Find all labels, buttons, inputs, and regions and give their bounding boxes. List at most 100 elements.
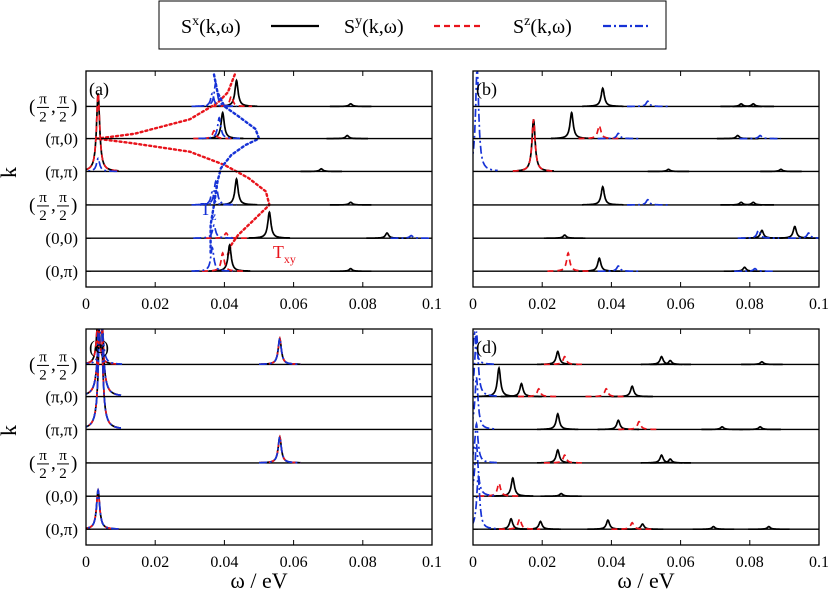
peak-sx [329, 267, 372, 273]
y-axis-label: k [0, 167, 21, 178]
peak-sz [739, 134, 781, 140]
peak-sz [191, 190, 233, 206]
peak-sx [720, 201, 762, 206]
frac-den: 2 [59, 109, 67, 125]
x-tick-label: 0.06 [667, 554, 695, 571]
peak-sy [578, 124, 620, 140]
plot-area [473, 71, 819, 273]
peak-sy [86, 93, 119, 172]
peak-sx [732, 201, 774, 206]
panel-b: 0 0.02 0.04 0.06 0.08 0.1 (b) [469, 70, 829, 313]
peak-sx [248, 210, 291, 239]
x-tick-label: 0 [82, 554, 90, 571]
peak-sy [611, 521, 653, 531]
legend-entry-x: Sx(k,ω) [181, 14, 319, 38]
peak-sx [701, 425, 743, 431]
peak-sy [585, 387, 627, 398]
frac-den: 2 [39, 208, 47, 224]
peak-sx [723, 266, 766, 273]
x-tick-label: 0.1 [422, 554, 442, 571]
peak-sz [390, 234, 432, 240]
peak-sz [259, 336, 301, 366]
row-5 [473, 473, 819, 531]
peak-sy [618, 420, 660, 431]
panel-frame [472, 328, 820, 546]
legend: Sx(k,ω) Sy(k,ω) Sz(k,ω) [158, 0, 667, 50]
row-label-text: (0,0) [45, 487, 78, 506]
peak-sz [86, 329, 123, 365]
frac-num: π [39, 91, 47, 107]
x-axis-label-left: ω / eV [230, 568, 287, 593]
peak-sy [259, 434, 301, 464]
x-tick-label: 0.06 [667, 296, 695, 313]
peak-sx [512, 119, 554, 172]
peak-sy [543, 355, 586, 366]
peak-sx [647, 168, 690, 173]
peak-sx [537, 350, 579, 366]
peak-sy [543, 454, 586, 464]
annotation-z: Tz [200, 199, 216, 223]
paren: ) [71, 453, 77, 474]
panel-frame [85, 328, 433, 546]
row-3 [473, 185, 819, 206]
peak-sx [329, 102, 372, 108]
peak-sx [326, 134, 368, 140]
peak-sz [787, 232, 819, 239]
peak-sz [198, 116, 240, 140]
peak-sz [473, 71, 498, 172]
peak-sx [760, 168, 802, 173]
frac-den: 2 [59, 466, 67, 482]
peak-sy [205, 232, 247, 239]
row-0 [473, 330, 819, 366]
row-label: (π,0) [45, 130, 78, 149]
row-label: (π,π) [45, 420, 78, 439]
row-label-text: (0,π) [45, 262, 78, 281]
peak-sx [519, 520, 561, 531]
x-tick-label: 0.02 [141, 296, 169, 313]
row-label: (π2, π2) [29, 91, 77, 125]
frac-den: 2 [59, 367, 67, 383]
legend-entry-y: Sy(k,ω) [344, 14, 482, 38]
row-label-text: (π,0) [45, 388, 78, 407]
dispersion-curve-txy [96, 73, 271, 256]
peak-sy [259, 336, 301, 366]
peak-sx [540, 492, 582, 498]
x-axis-label-right: ω / eV [617, 568, 674, 593]
annotation-xy: Txy [273, 242, 296, 266]
peak-sx [215, 176, 258, 206]
x-tick-label: 0.04 [210, 296, 238, 313]
frac-num: π [59, 349, 67, 365]
plot-area [473, 330, 819, 531]
x-tick-label: 0.08 [349, 554, 377, 571]
frac-num: π [39, 448, 47, 464]
peak-sx [300, 167, 342, 173]
row-3 [86, 434, 432, 464]
row-label: (π,0) [45, 388, 78, 407]
peak-sx [582, 86, 624, 108]
peak-sx [537, 448, 579, 464]
row-label-text: (π,0) [45, 130, 78, 149]
legend-entry-z: Sz(k,ω) [513, 14, 651, 38]
row-0 [86, 329, 432, 366]
peak-sx [537, 412, 579, 431]
peak-sz [193, 223, 235, 239]
x-tick-label: 0.04 [210, 554, 238, 571]
peak-sx [492, 476, 534, 497]
peak-sz [597, 265, 640, 273]
peak-sx [490, 517, 532, 530]
row-1 [86, 329, 432, 398]
x-tick-label: 0.02 [528, 554, 556, 571]
paren: ( [29, 96, 35, 117]
x-tick-label: 0.02 [528, 296, 556, 313]
row-4 [473, 225, 819, 240]
peak-sx [366, 232, 408, 239]
x-tick-label: 0.08 [349, 296, 377, 313]
peak-sz [86, 487, 119, 530]
peak-sz [259, 434, 301, 464]
x-tick-label: 0.08 [736, 296, 764, 313]
row-0 [473, 86, 819, 108]
peak-sx [692, 525, 735, 531]
peak-sx [774, 225, 816, 239]
